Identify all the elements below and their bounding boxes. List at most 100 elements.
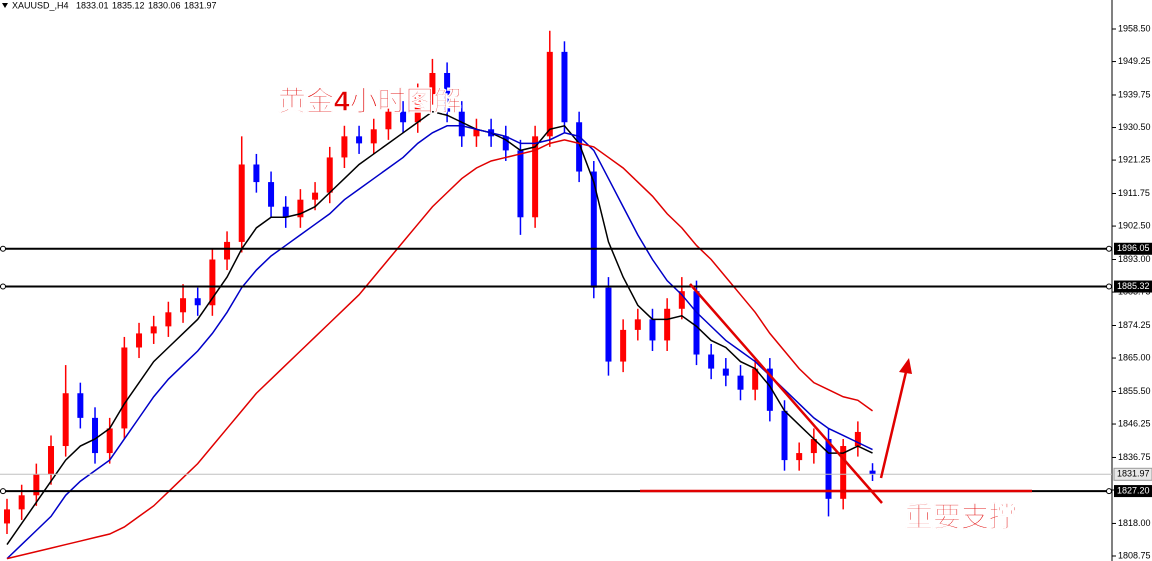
candle-body — [737, 375, 744, 390]
candle-body — [781, 410, 788, 461]
y-tick-label: 1949.25 — [1118, 56, 1151, 66]
candle-body — [326, 157, 333, 193]
moving-average — [6, 139, 873, 560]
candle-body — [605, 287, 612, 362]
symbol: XAUUSD_,H4 — [12, 0, 69, 10]
moving-average — [6, 110, 873, 545]
candle-body — [840, 446, 847, 499]
candle-body — [854, 431, 861, 447]
candle-body — [62, 393, 69, 447]
candle-body — [766, 368, 773, 411]
candle-body — [312, 192, 319, 200]
candle-body — [48, 446, 55, 475]
candle-body — [400, 111, 407, 123]
candle-body — [693, 291, 700, 355]
candle-body — [825, 438, 832, 499]
level-anchor — [0, 488, 6, 495]
candle-body — [649, 319, 656, 341]
candle-body — [796, 453, 803, 461]
candle-body — [532, 136, 539, 218]
candle-body — [33, 474, 40, 496]
level-anchor — [1106, 488, 1112, 495]
level-label: 1885.32 — [1117, 281, 1150, 291]
level-anchor — [1106, 245, 1112, 252]
candle-body — [444, 72, 451, 112]
level-label: 1896.05 — [1117, 243, 1150, 253]
candle-body — [429, 72, 436, 95]
y-tick-label: 1893.00 — [1118, 254, 1151, 264]
plot-area — [0, 30, 1112, 560]
candle-body — [722, 368, 729, 376]
y-tick-label: 1836.75 — [1118, 452, 1151, 462]
candle-body — [708, 354, 715, 369]
candle-body — [224, 241, 231, 260]
header-open: 1833.01 — [76, 0, 109, 10]
candle-body — [77, 393, 84, 418]
candle-body — [165, 312, 172, 327]
current-price-box — [1113, 467, 1152, 481]
candle-body — [370, 129, 377, 144]
header-arrow — [2, 3, 8, 8]
arrow-head — [899, 358, 912, 374]
y-tick-label: 1958.50 — [1118, 23, 1151, 33]
y-tick-label: 1865.00 — [1118, 352, 1151, 362]
y-tick-label: 1939.75 — [1118, 89, 1151, 99]
candle-body — [517, 150, 524, 218]
y-tick-label: 1921.25 — [1118, 154, 1151, 164]
candle-body — [268, 182, 275, 207]
candle-body — [810, 438, 817, 454]
y-tick-label: 1874.25 — [1118, 320, 1151, 330]
candle-body — [341, 136, 348, 158]
support-annotation: 重要支撑 — [905, 501, 1017, 532]
y-tick-label: 1818.00 — [1118, 518, 1151, 528]
level-box — [1114, 485, 1152, 498]
candle-body — [590, 171, 597, 288]
level-anchor — [0, 283, 6, 290]
level-label: 1827.20 — [1117, 485, 1150, 495]
current-price-label: 1831.97 — [1117, 469, 1150, 479]
candle-body — [136, 333, 143, 348]
candle-body — [869, 470, 876, 475]
candle-body — [106, 428, 113, 454]
candle-body — [458, 111, 465, 137]
candle-body — [253, 164, 260, 183]
y-tick-label: 1855.50 — [1118, 386, 1151, 396]
candle-body — [634, 319, 641, 330]
candle-body — [664, 308, 671, 341]
y-tick-label: 1902.50 — [1118, 220, 1151, 230]
candle-body — [282, 206, 289, 218]
candle-body — [752, 368, 759, 390]
level-box — [1114, 242, 1152, 255]
candle-body — [180, 298, 187, 313]
candle-body — [18, 495, 25, 510]
axis-area: 1958.50 1949.25 1939.75 1930.50 1921.25 1911.… — [1112, 23, 1152, 560]
level-anchor — [1106, 283, 1112, 290]
y-tick-label: 1846.25 — [1118, 418, 1151, 428]
chart-title: 黄金4小时图解 — [278, 84, 462, 116]
candle-body — [678, 291, 685, 309]
y-tick-label: 1808.75 — [1118, 550, 1151, 560]
candle-body — [4, 509, 10, 524]
candle-body — [473, 129, 480, 137]
candle-body — [502, 136, 509, 151]
candle-body — [414, 94, 421, 123]
candle-body — [561, 51, 568, 123]
candle-body — [194, 298, 201, 306]
candle-body — [238, 164, 245, 242]
y-tick-label: 1911.75 — [1118, 188, 1150, 198]
candle-body — [546, 51, 553, 137]
candle-body — [209, 259, 216, 306]
candle-body — [150, 326, 157, 334]
candle-body — [620, 329, 627, 362]
candle-body — [356, 136, 363, 144]
arrow-shaft — [879, 371, 908, 479]
candle-body — [385, 111, 392, 130]
header-close: 1831.97 — [184, 0, 217, 10]
candle-body — [121, 347, 128, 429]
trend-line — [689, 283, 883, 504]
candle-body — [576, 122, 583, 172]
level-box — [1114, 280, 1152, 293]
